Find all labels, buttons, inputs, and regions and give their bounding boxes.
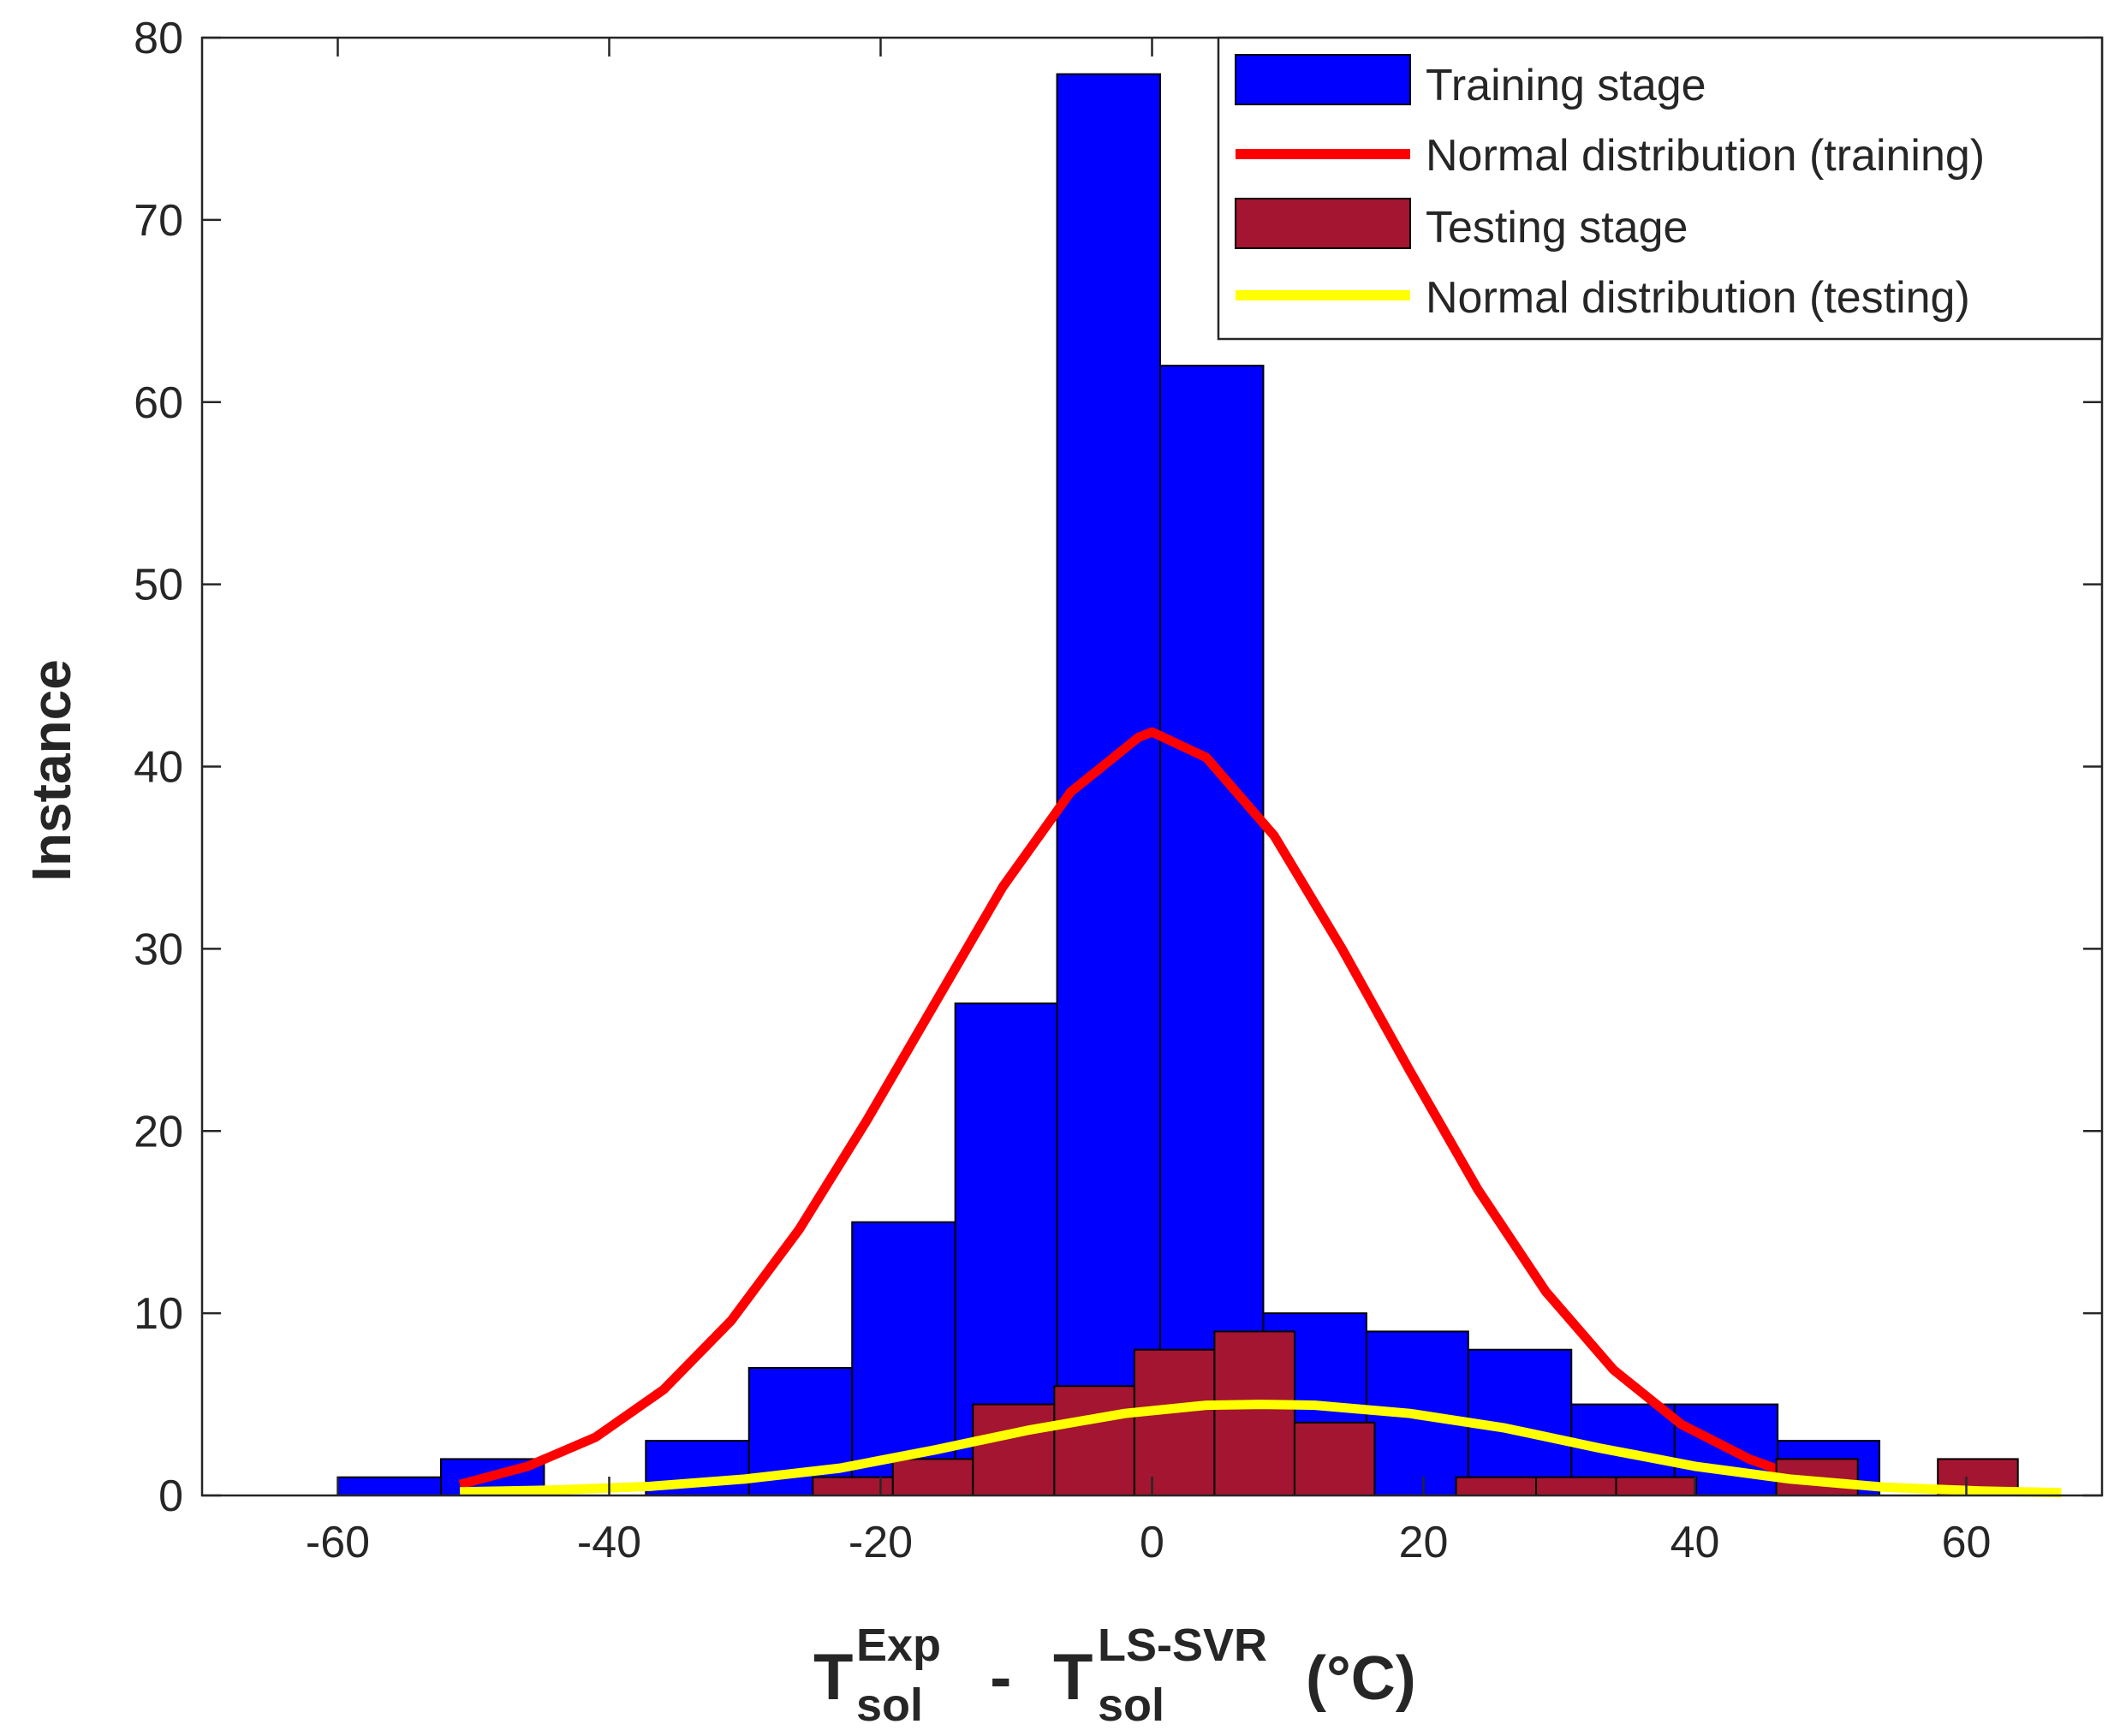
x-label-minus: - xyxy=(972,1641,1030,1714)
y-tick-label: 40 xyxy=(134,743,183,793)
y-tick-label: 50 xyxy=(134,561,183,610)
y-tick-label: 70 xyxy=(134,196,183,246)
y-tick-label: 60 xyxy=(134,378,183,428)
legend-label-normal-testing: Normal distribution (testing) xyxy=(1426,273,1970,323)
legend-swatch-testing xyxy=(1235,198,1411,249)
x-tick-label: 0 xyxy=(1140,1518,1164,1567)
x-tick-label: -40 xyxy=(577,1518,641,1567)
x-label-subscript-1: sol xyxy=(856,1680,923,1731)
legend: Training stage Normal distribution (trai… xyxy=(1217,36,2104,341)
legend-label-testing: Testing stage xyxy=(1426,203,1688,253)
x-tick-label: 60 xyxy=(1942,1518,1992,1567)
y-tick-label: 80 xyxy=(134,14,183,63)
y-axis-label: Instance xyxy=(21,659,82,882)
y-tick-label: 0 xyxy=(158,1471,183,1521)
legend-swatch-training xyxy=(1235,54,1411,105)
y-tick-label: 20 xyxy=(134,1107,183,1156)
y-tick-label: 30 xyxy=(134,924,183,974)
y-tick-label: 10 xyxy=(134,1289,183,1339)
testing-stage-bar xyxy=(1615,1476,1698,1497)
testing-stage-bar xyxy=(1133,1348,1216,1496)
x-label-superscript-2: LS-SVR xyxy=(1098,1620,1267,1671)
plot-area xyxy=(336,73,2062,1498)
x-label-subscript-2: sol xyxy=(1098,1680,1164,1731)
testing-stage-bar xyxy=(1293,1421,1376,1496)
x-label-base-2: T xyxy=(1053,1641,1093,1714)
x-label-unit: (°C) xyxy=(1289,1644,1416,1713)
training-stage-bar xyxy=(336,1476,442,1497)
legend-label-training: Training stage xyxy=(1426,61,1706,110)
normal-distribution-training-curve xyxy=(458,727,1792,1489)
testing-stage-bar xyxy=(1455,1476,1538,1497)
axes: -60 -40 -20 0 20 40 60 0 10 20 30 40 50 60 70 80 xyxy=(134,14,2104,1567)
x-label-base-1: T xyxy=(813,1641,853,1714)
x-tick-label: -20 xyxy=(849,1518,913,1567)
x-tick-label: -60 xyxy=(306,1518,370,1567)
testing-stage-bar xyxy=(1535,1476,1617,1497)
x-axis-label: T Exp sol - T LS-SVR sol (°C) xyxy=(813,1620,1416,1731)
legend-label-normal-training: Normal distribution (training) xyxy=(1426,131,1985,181)
testing-stage-bar xyxy=(1213,1330,1295,1496)
x-tick-label: 20 xyxy=(1399,1518,1449,1567)
testing-stage-bar xyxy=(972,1403,1056,1496)
normal-distribution-testing-curve xyxy=(459,1400,2062,1498)
training-stage-bar xyxy=(1159,365,1265,1496)
x-label-superscript-1: Exp xyxy=(856,1620,941,1671)
testing-stage-bar xyxy=(891,1458,974,1497)
testing-stage-bar xyxy=(1053,1385,1135,1497)
x-tick-label: 40 xyxy=(1670,1518,1720,1567)
legend-box xyxy=(1217,36,2104,341)
